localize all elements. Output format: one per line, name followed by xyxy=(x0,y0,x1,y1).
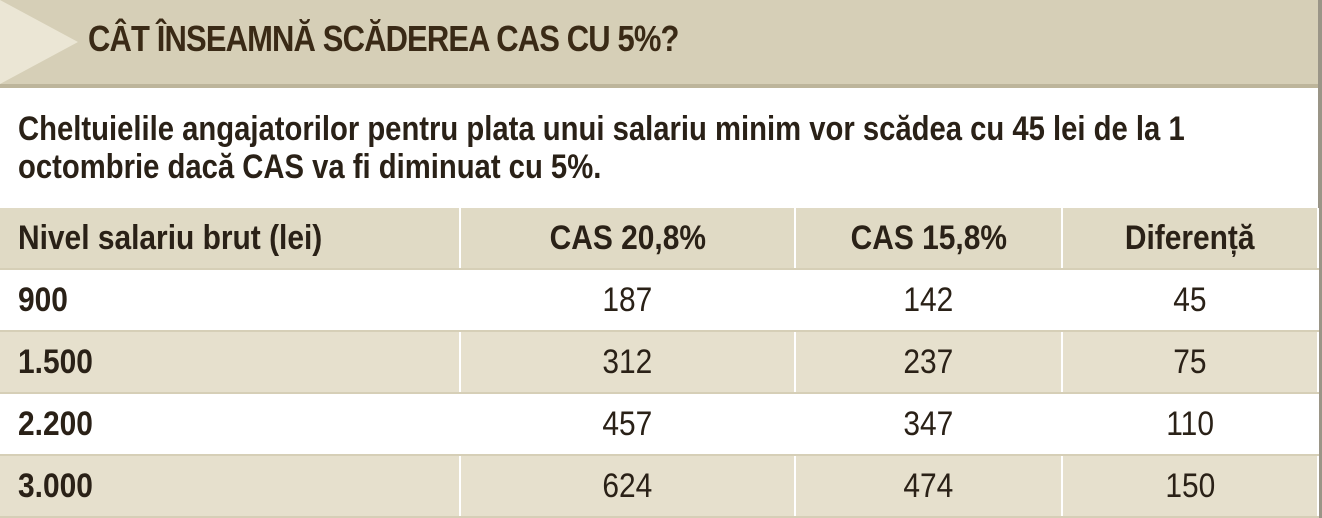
table-cell: 45 xyxy=(1062,269,1319,332)
cell-text: Diferență xyxy=(1125,218,1255,257)
table: Nivel salariu brut (lei) CAS 20,8% CAS 15,… xyxy=(0,208,1319,518)
cell-text: 110 xyxy=(1166,404,1214,443)
cell-text: 457 xyxy=(602,404,653,443)
cell-text: 900 xyxy=(18,280,68,319)
column-header: Diferență xyxy=(1062,208,1319,270)
table-cell: 3.000 xyxy=(0,455,461,518)
table-cell: 1.500 xyxy=(0,331,461,394)
table-row: 2.200 457 347 110 xyxy=(0,393,1319,456)
table-cell: 187 xyxy=(460,269,796,332)
table-cell: 142 xyxy=(795,269,1063,332)
cell-text: 474 xyxy=(903,466,954,505)
cell-text: CAS 15,8% xyxy=(850,218,1007,257)
cell-text: 1.500 xyxy=(18,342,93,381)
table-cell: 474 xyxy=(795,455,1063,518)
header-band: CÂT ÎNSEAMNĂ SCĂDEREA CAS CU 5%? xyxy=(0,0,1318,88)
intro: Cheltuielile angajatorilor pentru plata … xyxy=(18,110,1185,186)
table-cell: 347 xyxy=(795,393,1063,456)
table-cell: 150 xyxy=(1062,455,1319,518)
header-triangle xyxy=(0,0,78,84)
cell-text: 3.000 xyxy=(18,466,93,505)
column-header: Nivel salariu brut (lei) xyxy=(0,208,461,270)
cell-text: 347 xyxy=(903,404,954,443)
cell-text: 237 xyxy=(903,342,954,381)
table-cell: 312 xyxy=(460,331,796,394)
cell-text: 142 xyxy=(903,280,954,319)
cell-text: 312 xyxy=(602,342,653,381)
cell-text: Nivel salariu brut (lei) xyxy=(18,218,323,257)
cell-text: 75 xyxy=(1173,342,1207,381)
table-cell: 2.200 xyxy=(0,393,461,456)
cell-text: 187 xyxy=(602,280,653,319)
header-row: Nivel salariu brut (lei) CAS 20,8% CAS 15,… xyxy=(0,208,1319,270)
cell-text: CAS 20,8% xyxy=(549,218,706,257)
table-cell: 110 xyxy=(1062,393,1319,456)
cell-text: 624 xyxy=(602,466,653,505)
table-row: 1.500 312 237 75 xyxy=(0,331,1319,394)
table-cell: 624 xyxy=(460,455,796,518)
table-cell: 457 xyxy=(460,393,796,456)
cell-text: 2.200 xyxy=(18,404,93,443)
table-row: 900 187 142 45 xyxy=(0,269,1319,332)
table-row: 3.000 624 474 150 xyxy=(0,455,1319,518)
column-header: CAS 20,8% xyxy=(460,208,796,270)
title: CÂT ÎNSEAMNĂ SCĂDEREA CAS CU 5%? xyxy=(88,18,679,59)
table-cell: 237 xyxy=(795,331,1063,394)
column-header: CAS 15,8% xyxy=(795,208,1063,270)
table-cell: 900 xyxy=(0,269,461,332)
table-cell: 75 xyxy=(1062,331,1319,394)
cell-text: 45 xyxy=(1173,280,1207,319)
cell-text: 150 xyxy=(1165,466,1215,505)
